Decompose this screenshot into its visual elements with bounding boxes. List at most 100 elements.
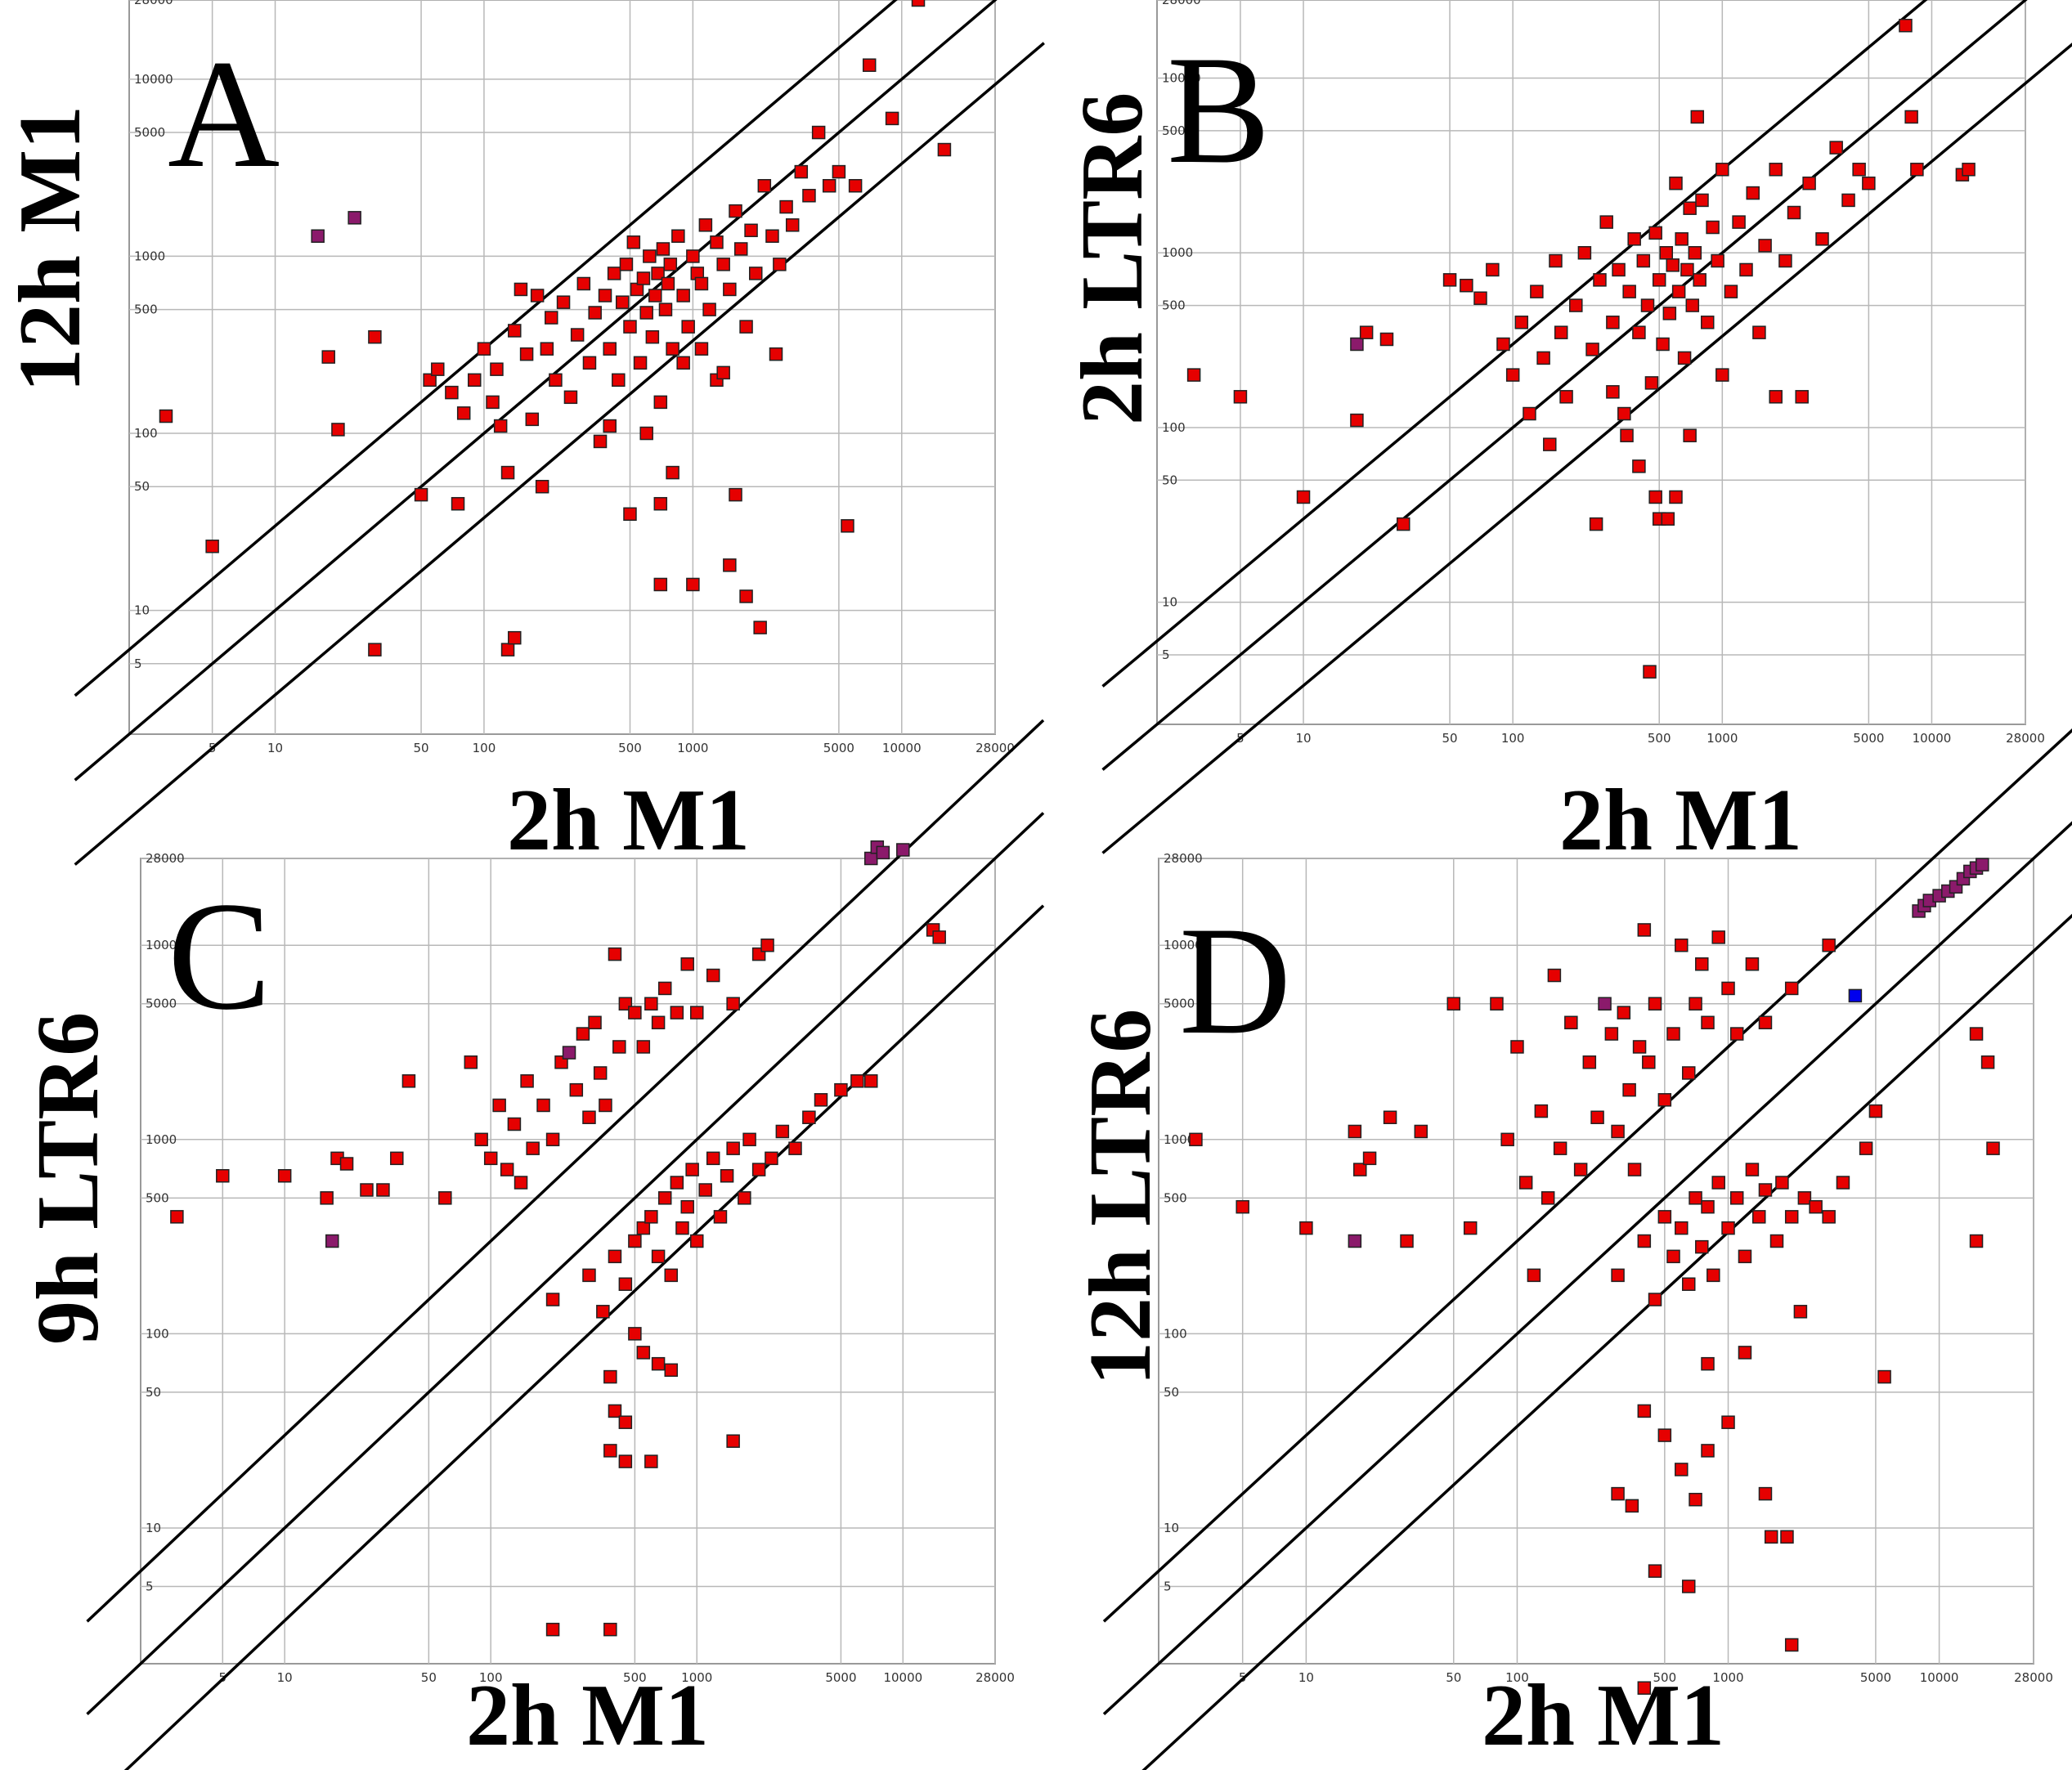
data-point xyxy=(1661,512,1675,526)
y-tick-label: 50 xyxy=(146,1385,161,1400)
data-point xyxy=(643,249,657,263)
data-point xyxy=(1414,1124,1428,1139)
data-point xyxy=(1775,1176,1789,1190)
data-point xyxy=(670,1176,684,1190)
x-tick-label: 500 xyxy=(1648,731,1671,746)
data-point xyxy=(1657,1210,1672,1224)
data-point xyxy=(1778,253,1792,268)
y-tick-label: 5 xyxy=(134,656,142,671)
data-point xyxy=(618,1415,633,1429)
data-point xyxy=(545,311,558,325)
y-axis-label-d: 12h LTR6 xyxy=(1072,1008,1169,1386)
data-point xyxy=(822,178,836,193)
data-point xyxy=(1724,285,1738,298)
x-tick-label: 50 xyxy=(1446,1670,1461,1685)
x-axis-label-d: 2h M1 xyxy=(1482,1667,1724,1764)
data-point xyxy=(686,249,700,263)
data-point xyxy=(698,218,713,232)
data-point xyxy=(1589,517,1603,531)
data-point xyxy=(205,540,219,553)
y-tick-label: 500 xyxy=(1162,298,1186,313)
data-point xyxy=(1632,459,1646,473)
data-point xyxy=(1787,205,1801,220)
x-tick-label: 500 xyxy=(618,741,642,755)
data-point xyxy=(896,843,910,857)
data-point xyxy=(500,465,515,480)
data-point xyxy=(339,1157,354,1171)
data-point xyxy=(1769,390,1783,404)
data-point xyxy=(751,1163,766,1176)
reference-line-1x xyxy=(74,0,998,782)
y-tick-label: 100 xyxy=(146,1326,169,1341)
data-point xyxy=(1715,163,1729,177)
data-point xyxy=(1611,1124,1625,1139)
data-point xyxy=(676,356,690,370)
data-point xyxy=(1693,273,1706,287)
y-tick-label: 1000 xyxy=(146,1132,177,1147)
data-point xyxy=(368,643,382,656)
data-point xyxy=(507,1117,522,1131)
scatter-plot-d: 5105010050010005000100002800051050100500… xyxy=(1102,728,2072,1770)
data-point xyxy=(1379,332,1394,347)
data-point xyxy=(477,342,491,356)
data-point xyxy=(1715,368,1729,382)
data-point xyxy=(1353,1163,1367,1176)
data-point xyxy=(1299,1221,1313,1235)
y-tick-label: 10000 xyxy=(1164,938,1203,952)
data-point xyxy=(1822,938,1836,952)
data-point xyxy=(1564,1015,1578,1030)
reference-line-3x xyxy=(86,719,1045,1623)
data-point xyxy=(1681,1277,1696,1291)
data-point xyxy=(1784,1210,1799,1224)
data-point xyxy=(1348,1234,1362,1248)
data-point xyxy=(1729,1191,1744,1205)
data-point xyxy=(666,465,679,480)
reference-line-third-x xyxy=(74,42,1045,866)
data-point xyxy=(716,365,730,380)
data-point xyxy=(1534,1104,1549,1118)
data-point xyxy=(1701,1444,1715,1458)
data-point xyxy=(468,373,482,388)
data-point xyxy=(729,487,742,502)
y-axis-label-a: 12h M1 xyxy=(2,105,99,392)
data-point xyxy=(658,302,673,316)
data-point xyxy=(535,479,549,494)
y-tick-label: 100 xyxy=(1164,1326,1187,1341)
x-tick-label: 10 xyxy=(267,741,283,755)
data-point xyxy=(680,1199,694,1214)
x-tick-label: 1000 xyxy=(1706,731,1738,746)
data-point xyxy=(1559,390,1573,404)
data-point xyxy=(556,295,571,309)
data-point xyxy=(1690,110,1705,124)
data-point xyxy=(1680,262,1694,277)
data-point xyxy=(885,111,899,126)
data-point xyxy=(757,178,772,193)
x-axis-label-c: 2h M1 xyxy=(466,1667,709,1764)
data-point xyxy=(569,1082,584,1097)
y-tick-label: 10000 xyxy=(146,938,185,952)
data-point xyxy=(1899,18,1913,33)
data-point xyxy=(1797,1191,1812,1205)
data-point xyxy=(765,229,779,244)
data-point xyxy=(530,289,545,302)
data-point xyxy=(576,1027,590,1041)
data-point xyxy=(644,1210,658,1224)
data-point xyxy=(596,1305,610,1319)
data-point xyxy=(675,1221,689,1235)
data-point xyxy=(636,1221,651,1235)
y-tick-label: 500 xyxy=(146,1190,169,1205)
data-point xyxy=(628,1327,642,1341)
data-point xyxy=(1611,1268,1625,1283)
y-tick-label: 28000 xyxy=(134,0,173,7)
y-tick-label: 1000 xyxy=(134,249,165,263)
data-point xyxy=(657,1191,672,1205)
data-point xyxy=(474,1132,488,1147)
data-point xyxy=(713,1210,728,1224)
data-point xyxy=(1505,368,1520,382)
data-point xyxy=(1359,325,1374,339)
data-point xyxy=(508,324,522,338)
data-point xyxy=(1666,1249,1680,1264)
panel-b: 5105010050010005000100002800051050100500… xyxy=(1036,0,2072,885)
data-point xyxy=(593,1066,608,1080)
data-point xyxy=(1657,1093,1672,1107)
